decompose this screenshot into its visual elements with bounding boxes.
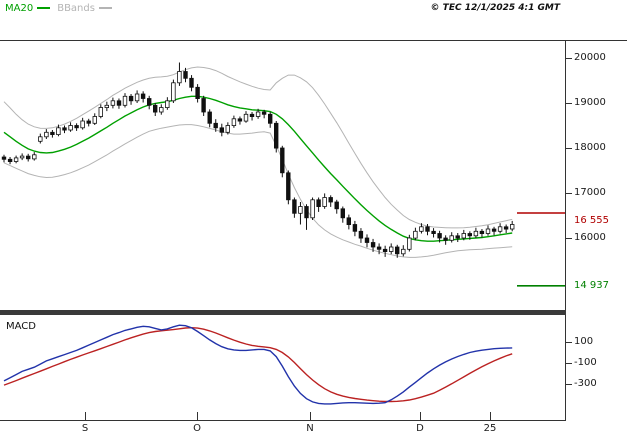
month-tick — [310, 412, 311, 420]
support-label: 14 937 — [574, 280, 609, 291]
price-axis-label-17000: 17000 — [574, 187, 606, 198]
x-axis-line — [0, 420, 566, 421]
price-tick — [566, 148, 572, 149]
price-tick — [566, 58, 572, 59]
macd-tick — [566, 342, 572, 343]
month-label-december: D — [416, 423, 424, 434]
macd-axis-label-100: 100 — [574, 336, 594, 347]
bb-upper-line — [3, 66, 513, 229]
legend: MA20 BBands — [5, 3, 119, 15]
macd-tick — [566, 363, 572, 364]
price-axis-label-16000: 16000 — [574, 232, 606, 243]
bbands-line-swatch — [98, 7, 112, 9]
macd-axis-label--300: -300 — [574, 378, 597, 389]
month-tick — [85, 412, 86, 420]
macd-title: MACD — [6, 321, 36, 332]
price-axis-label-18000: 18000 — [574, 142, 606, 153]
price-tick — [566, 193, 572, 194]
month-label-september: S — [81, 423, 89, 434]
legend-bbands-label: BBands — [57, 3, 95, 14]
month-tick — [197, 412, 198, 420]
bb-lower-line — [3, 124, 513, 258]
resistance-label: 16 555 — [574, 215, 609, 226]
ma20-line-swatch — [37, 7, 51, 9]
panel-separator — [0, 310, 566, 315]
candlestick-series — [1, 62, 515, 258]
macd-tick — [566, 384, 572, 385]
macd-axis-label--100: -100 — [574, 357, 597, 368]
price-axis-label-20000: 20000 — [574, 52, 606, 63]
price-tick — [566, 238, 572, 239]
macd-signal-line — [3, 326, 513, 403]
month-label-november: N — [306, 423, 314, 434]
month-label-2025: 25 — [483, 423, 497, 434]
price-tick — [566, 103, 572, 104]
price-axis-line — [565, 40, 566, 421]
price-axis-label-19000: 19000 — [574, 97, 606, 108]
month-tick — [420, 412, 421, 420]
macd-line — [3, 324, 513, 405]
copyright-text: © TEC 12/1/2025 4:1 GMT — [430, 3, 560, 13]
month-label-october: O — [193, 423, 201, 434]
month-tick — [490, 412, 491, 420]
chart-top-border — [0, 40, 627, 41]
legend-ma20-label: MA20 — [5, 3, 34, 14]
